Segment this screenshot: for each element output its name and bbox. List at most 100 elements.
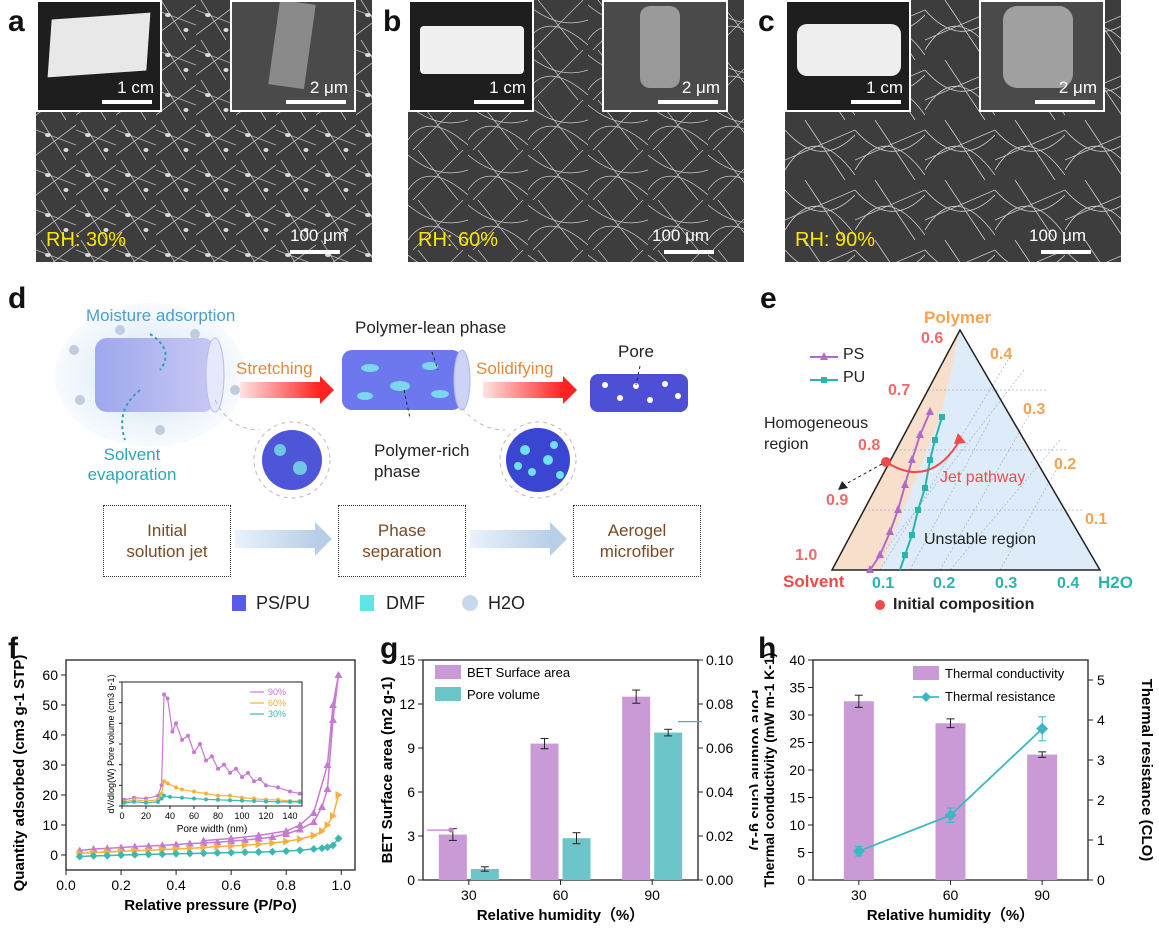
inset-scale-left-c: 1 cm	[866, 78, 903, 97]
y-right-tick-label: 1	[1097, 832, 1105, 848]
inset-x-tick-label: 20	[141, 811, 151, 821]
y-left-tick-label: 25	[789, 735, 805, 751]
polymer-tick: 0.3	[1023, 401, 1046, 418]
step-initial-jet: Initial solution jet	[103, 505, 231, 577]
ternary-diagram	[810, 328, 1102, 610]
x-tick-label: 60	[553, 887, 569, 903]
panel-label-h: h	[758, 632, 777, 665]
y-tick-label: 30	[42, 757, 58, 773]
legend-swatch	[913, 666, 939, 680]
data-point	[268, 833, 277, 840]
membrane-photo-c	[797, 24, 901, 76]
rh-label-c: RH: 90%	[795, 229, 876, 251]
data-point	[227, 834, 236, 842]
series-line-60%	[79, 794, 340, 855]
panel-label-f: f	[8, 632, 18, 665]
legend-dmf-label: DMF	[386, 593, 425, 613]
data-point	[213, 848, 222, 857]
y-right-tick-label: 0.00	[706, 872, 733, 888]
bar-BET Surface area	[622, 696, 651, 880]
data-point	[117, 851, 126, 859]
inset-data-point	[228, 793, 232, 798]
y-right-tick-label: 2	[1097, 792, 1105, 808]
rh-label-b: RH: 60%	[418, 229, 499, 251]
x-tick-label: 0.2	[111, 877, 131, 893]
y-right-tick-label: 0.02	[706, 828, 733, 844]
water-tick: 0.3	[995, 575, 1018, 592]
polymer-tick: 0.4	[990, 346, 1013, 363]
data-point	[310, 831, 318, 840]
ps-line	[869, 411, 931, 571]
x-tick-label: 0.8	[276, 877, 296, 893]
legend-swatch-pspu	[232, 595, 246, 611]
data-point	[89, 851, 98, 860]
solidifying-arrow	[483, 382, 563, 398]
inset-fiber-b: 2 μm	[602, 0, 728, 112]
x-axis-label: Relative pressure (P/Po)	[124, 897, 297, 914]
step-phase-separation: Phase separation	[338, 505, 466, 577]
inset-x-tick-label: 100	[234, 811, 249, 821]
data-point	[199, 836, 208, 844]
label-polymer-rich: Polymer-rich phase	[374, 441, 470, 481]
data-point	[282, 847, 291, 856]
panel-label-b: b	[383, 5, 402, 38]
x-tick-label: 90	[644, 887, 660, 903]
y-left-tick-label: 3	[407, 828, 415, 844]
cross-section-initial	[262, 430, 322, 490]
y-left-tick-label: 0	[797, 872, 805, 888]
bar-BET Surface area	[530, 743, 559, 880]
inset-data-point	[180, 787, 184, 792]
panel-label-c: c	[758, 5, 775, 38]
inset-data-point	[216, 766, 220, 771]
x-tick-label: 90	[1034, 887, 1050, 903]
inset-x-tick-label: 80	[213, 811, 223, 821]
label-moisture-adsorption: Moisture adsorption	[86, 306, 236, 325]
scale-bar-left-c	[851, 100, 901, 104]
inset-data-point	[240, 798, 244, 803]
legend-swatch-h2o	[462, 595, 478, 611]
inset-data-point	[216, 797, 220, 802]
bar-BET Surface area	[438, 834, 467, 880]
y-left-tick-label: 10	[789, 817, 805, 833]
data-point	[318, 827, 326, 835]
inset-data-point	[186, 733, 190, 738]
data-point	[852, 845, 865, 858]
inset-x-tick-label: 60	[189, 811, 199, 821]
label-pore: Pore	[618, 342, 654, 361]
inset-data-point	[297, 791, 302, 796]
legend-ps-label: PS	[843, 346, 865, 363]
water-tick: 0.2	[933, 575, 956, 592]
y-right-axis-label: Pore volume (cm3 g-1)	[748, 690, 758, 851]
scale-bar-left-a	[102, 100, 152, 104]
inset-data-point	[180, 795, 184, 800]
data-point	[75, 852, 84, 861]
inset-y-label: dV/dlog(W) Pore volume (cm3 g-1)	[106, 674, 116, 813]
y-left-axis-label: BET Surface area (m2 g-1)	[379, 677, 396, 864]
inset-data-point	[159, 796, 164, 801]
label-polymer-lean: Polymer-lean phase	[355, 318, 507, 337]
data-point	[334, 671, 343, 678]
solution-jet	[95, 338, 215, 412]
inset-data-point	[165, 781, 170, 786]
water-tick: 0.1	[872, 575, 895, 592]
polymer-tick: 0.2	[1054, 456, 1077, 473]
label-solvent-evaporation: Solvent evaporation	[87, 445, 177, 484]
inset-frame	[121, 681, 303, 807]
inset-data-point	[174, 721, 178, 726]
bar-Thermal conductivity	[1027, 754, 1058, 880]
water-tick: 0.4	[1057, 575, 1080, 592]
scale-bar-right-c	[1035, 100, 1095, 104]
y-right-tick-label: 0.06	[706, 740, 733, 756]
y-right-axis-label: Thermal resistance (CLO)	[1138, 679, 1155, 862]
y-left-tick-label: 0	[407, 872, 415, 888]
inset-data-point	[288, 799, 292, 804]
y-left-axis-label: Thermal conductivity (mW m-1 K-1)	[761, 653, 777, 888]
inset-data-point	[246, 770, 250, 775]
inset-data-point	[276, 785, 280, 790]
data-point	[296, 835, 304, 844]
inset-x-tick-label: 120	[258, 811, 273, 821]
y-right-tick-label: 3	[1097, 752, 1105, 768]
data-point	[241, 841, 249, 850]
y-left-tick-label: 6	[407, 784, 415, 800]
y-left-tick-label: 20	[789, 762, 805, 778]
